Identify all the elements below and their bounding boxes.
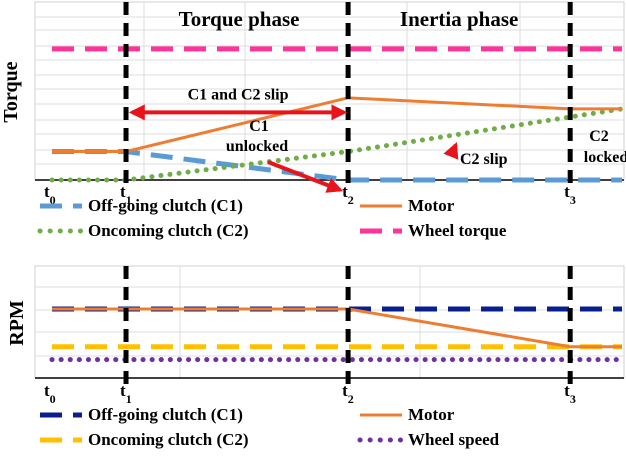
legend-label: Wheel torque [408,221,507,240]
annotation-label: C1 and C2 slip [188,86,289,103]
x-tick-label-t1: t1 [120,381,132,406]
annotation-label: unlocked [226,138,288,155]
series-line-torque-1 [52,149,622,183]
x-tick-label-t0: t0 [44,182,56,207]
legend-label: Motor [408,405,455,424]
legend-label: Off-going clutch (C1) [88,196,243,215]
y-axis-label: RPM [6,300,28,346]
legend-label: Wheel speed [408,430,500,449]
x-tick-label-t2: t2 [342,182,354,207]
annotation-arrow-c1 [267,160,344,193]
annotation-label: locked [584,149,626,166]
x-tick-label-t1: t1 [120,182,132,207]
phase-label: Torque phase [179,7,300,31]
x-tick-label-t3: t3 [564,381,576,406]
legend-label: Motor [408,196,455,215]
annotation-label: C2 [589,128,609,145]
text-layer: t0 t1 t2 t3 Torque Off-going clutch (C1) Motor… [0,7,626,449]
annotation-label: C1 [249,118,269,135]
x-tick-label-t2: t2 [342,381,354,406]
legend-label: Oncoming clutch (C2) [88,221,249,240]
x-tick-label-t0: t0 [44,381,56,406]
legend-label: Oncoming clutch (C2) [88,430,249,449]
annotation-label: C2 slip [460,151,508,168]
plot-layer [34,1,625,386]
y-axis-label: Torque [0,61,22,122]
x-tick-label-t3: t3 [564,182,576,207]
legend-label: Off-going clutch (C1) [88,405,243,424]
series-line-rpm-2 [52,307,622,349]
series-line-torque-2 [52,96,622,154]
annotation-arrow-c2 [443,141,459,160]
phase-label: Inertia phase [400,7,518,31]
series-line-torque-3 [49,106,625,183]
